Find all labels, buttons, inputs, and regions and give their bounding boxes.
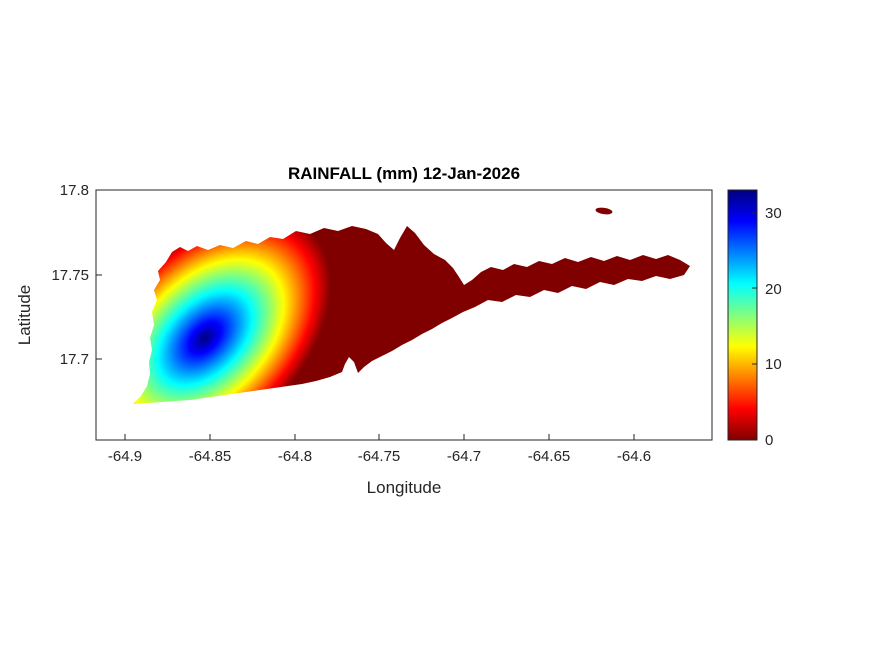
x-tick-label: -64.65: [528, 448, 571, 465]
x-tick-label: -64.75: [358, 448, 401, 465]
colorbar-gradient: [727, 189, 758, 441]
y-tick-labels: 17.8 17.75 17.7: [51, 182, 89, 368]
x-tick-label: -64.6: [617, 448, 651, 465]
x-tick-marks: [124, 434, 635, 440]
colorbar-tick-label: 30: [765, 205, 782, 222]
x-tick-label: -64.85: [189, 448, 232, 465]
x-tick-label: -64.9: [108, 448, 142, 465]
y-tick-label: 17.7: [60, 351, 89, 368]
y-tick-label: 17.8: [60, 182, 89, 199]
colorbar-tick-label: 0: [765, 432, 773, 449]
island-landmass: [133, 226, 690, 404]
offshore-cay: [595, 207, 613, 215]
x-tick-label: -64.7: [447, 448, 481, 465]
x-axis-label: Longitude: [367, 478, 442, 497]
colorbar-tick-label: 10: [765, 356, 782, 373]
colorbar: 30 20 10 0: [727, 189, 782, 449]
x-tick-labels: -64.9 -64.85 -64.8 -64.75 -64.7 -64.65 -…: [108, 448, 651, 465]
y-axis-label: Latitude: [15, 285, 34, 346]
axes-box: [95, 189, 713, 441]
chart-title: RAINFALL (mm) 12-Jan-2026: [288, 164, 520, 183]
colorbar-tick-label: 20: [765, 281, 782, 298]
rainfall-surface: [133, 207, 690, 404]
y-tick-marks: [96, 189, 102, 360]
x-tick-label: -64.8: [278, 448, 312, 465]
y-tick-label: 17.75: [51, 267, 89, 284]
